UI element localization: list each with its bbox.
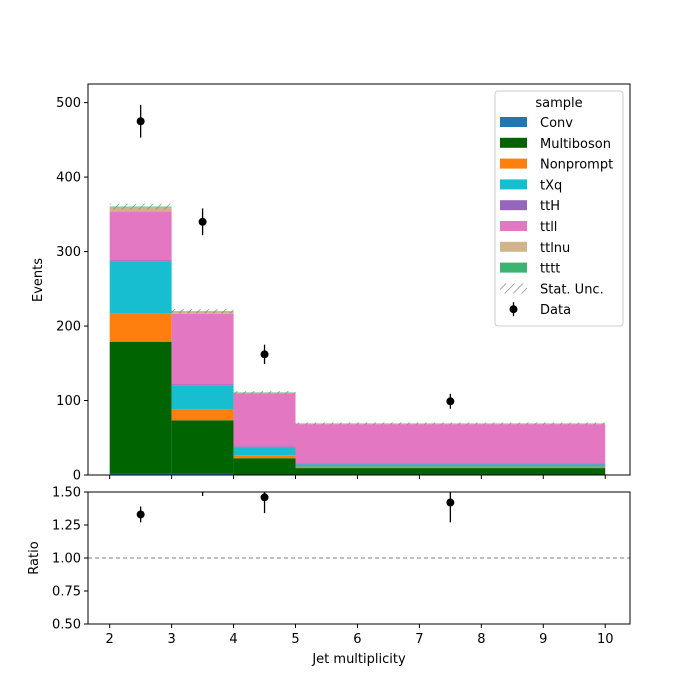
legend-title: sample: [535, 96, 582, 111]
main-y-tick-label-0: 0: [73, 469, 81, 484]
bar-conv-bin-2: [171, 473, 234, 475]
bar-nonprompt-bin-2: [171, 409, 234, 421]
bar-multiboson-bin-3: [233, 458, 296, 475]
data-point-2: [198, 217, 207, 226]
legend-swatch-multiboson: [500, 137, 527, 148]
bar-nonprompt-bin-1: [109, 313, 172, 342]
x-tick-label-9: 9: [539, 632, 547, 647]
legend-swatch-tth: [500, 200, 527, 211]
legend-label-nonprompt: Nonprompt: [540, 158, 613, 173]
bar-tth-bin-2: [171, 384, 234, 386]
bar-txq-bin-1: [109, 261, 172, 314]
ratio-y-axis-label: Ratio: [27, 541, 42, 574]
ratio-y-tick-label-3: 1.25: [52, 519, 81, 534]
data-points: [136, 104, 455, 409]
legend-swatch-tttt: [500, 262, 527, 273]
x-tick-label-6: 6: [353, 632, 361, 647]
legend-label-tttt: tttt: [540, 262, 560, 277]
stat-unc-band-bin-2: [171, 309, 234, 314]
x-axis-label: Jet multiplicity: [311, 652, 406, 667]
x-tick-label-7: 7: [415, 632, 423, 647]
bar-txq-bin-4: [295, 464, 606, 467]
ratio-point-1: [136, 510, 145, 519]
x-tick-label-10: 10: [597, 632, 614, 647]
main-y-tick-label-500: 500: [56, 96, 81, 111]
legend-label-ttll: ttll: [540, 220, 557, 235]
ratio-y-tick-label-1: 0.75: [52, 585, 81, 600]
legend-swatch-nonprompt: [500, 158, 527, 169]
legend: sample Conv Multiboson Nonprompt tXq ttH ttll…: [494, 90, 624, 327]
legend-label-ttlnu: ttlnu: [540, 241, 570, 256]
legend-label-tth: ttH: [540, 199, 560, 214]
data-point-4: [446, 397, 455, 406]
x-tick-label-5: 5: [291, 632, 299, 647]
main-y-tick-label-100: 100: [56, 394, 81, 409]
legend-swatch-txq: [500, 179, 527, 190]
ratio-y-tick-label-0: 0.50: [52, 618, 81, 633]
main-y-axis-ticks: 0 100 200 300 400 500: [56, 96, 88, 484]
main-x-axis-ticks: [109, 475, 606, 479]
main-plot-frame: [87, 83, 631, 476]
bar-multiboson-bin-2: [171, 420, 234, 474]
stat-unc-band-bin-1: [109, 203, 172, 210]
bar-multiboson-bin-1: [109, 341, 172, 474]
stat-unc-band-bin-4: [295, 422, 606, 425]
ratio-x-axis-ticks: 2 3 4 5 6 7 8 9 10: [106, 624, 614, 647]
ratio-point-3: [260, 493, 269, 502]
main-y-axis-label: Events: [31, 258, 46, 302]
stat-unc-bands: [109, 203, 606, 425]
main-y-tick-label-200: 200: [56, 320, 81, 335]
main-y-tick-label-400: 400: [56, 171, 81, 186]
bar-ttll-bin-4: [295, 424, 606, 464]
legend-items: Conv Multiboson Nonprompt tXq ttH ttll ttlnu tt…: [500, 116, 613, 318]
legend-label-multiboson: Multiboson: [540, 137, 611, 152]
legend-data-marker: [509, 305, 518, 314]
legend-label-stat-unc: Stat. Unc.: [540, 282, 604, 297]
x-tick-label-8: 8: [477, 632, 485, 647]
ratio-panel: 0.50 0.75 1.00 1.25 1.50 2 3 4 5 6 7 8 9 10 Ratio Je…: [27, 486, 631, 667]
legend-swatch-ttlnu: [500, 241, 527, 252]
x-tick-label-3: 3: [167, 632, 175, 647]
x-tick-label-4: 4: [229, 632, 237, 647]
bar-conv-bin-1: [109, 473, 172, 475]
legend-swatch-conv: [500, 117, 527, 127]
main-y-tick-label-300: 300: [56, 245, 81, 260]
legend-label-data: Data: [540, 303, 571, 318]
bar-tth-bin-4: [295, 463, 606, 465]
x-tick-label-2: 2: [106, 632, 114, 647]
data-point-1: [136, 117, 145, 126]
bar-txq-bin-2: [171, 385, 234, 410]
bar-multiboson-bin-4: [295, 468, 606, 475]
legend-label-txq: tXq: [540, 178, 562, 193]
legend-swatch-ttll: [500, 221, 527, 231]
ratio-point-4: [446, 498, 455, 507]
bar-tth-bin-3: [233, 446, 296, 448]
bar-tth-bin-1: [109, 260, 172, 262]
ratio-points: [136, 492, 455, 523]
bar-ttll-bin-3: [233, 393, 296, 447]
stacked-bars: [109, 206, 606, 476]
bar-ttll-bin-1: [109, 211, 172, 261]
legend-swatch-stat-unc: [500, 283, 527, 294]
ratio-y-tick-label-2: 1.00: [52, 552, 81, 567]
bar-txq-bin-3: [233, 447, 296, 456]
legend-label-conv: Conv: [540, 116, 573, 131]
bar-ttll-bin-2: [171, 313, 234, 385]
stat-unc-band-bin-3: [233, 390, 296, 394]
bar-nonprompt-bin-4: [295, 466, 606, 469]
ratio-plot-background: [88, 492, 630, 624]
data-point-3: [260, 350, 269, 359]
ratio-y-axis-ticks: 0.50 0.75 1.00 1.25 1.50: [52, 486, 88, 633]
bar-nonprompt-bin-3: [233, 455, 296, 459]
ratio-y-tick-label-4: 1.50: [52, 486, 81, 501]
